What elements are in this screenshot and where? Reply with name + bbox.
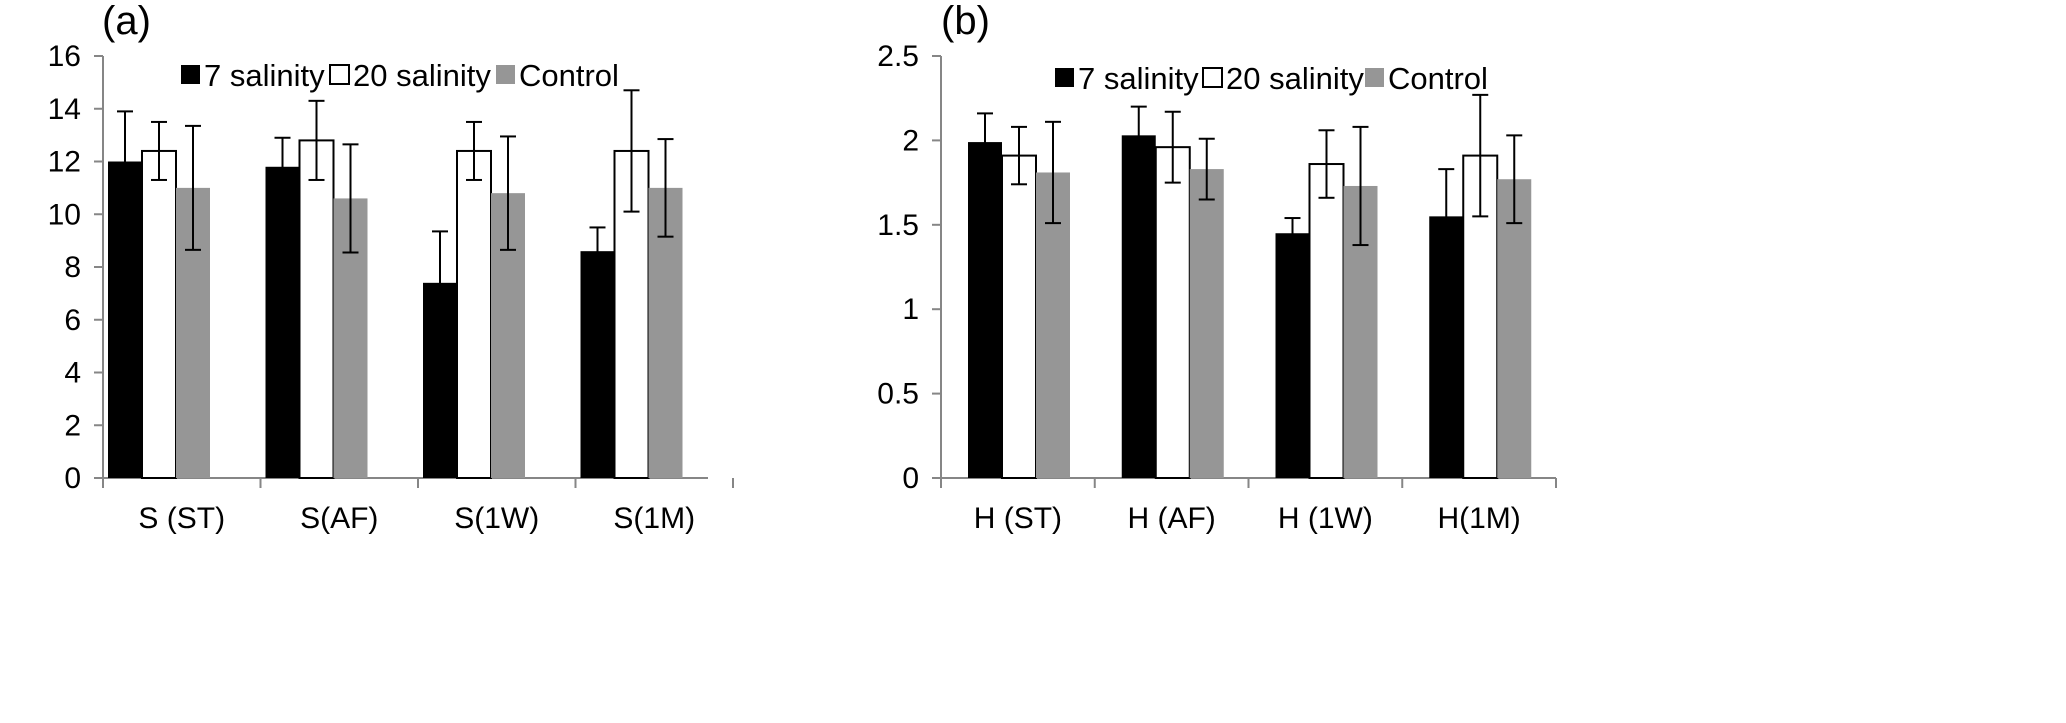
panel-b-category-label: H (AF): [1127, 502, 1215, 535]
panel-a-legend-swatch-s7: [181, 65, 200, 84]
panel-a-category-label: S(AF): [300, 502, 378, 535]
panel-b-category-label: H (ST): [974, 502, 1062, 535]
panel-a-legend-label-control: Control: [519, 58, 619, 93]
panel-a-y-tick-label: 10: [48, 198, 81, 231]
panel-b-category-label: H(1M): [1437, 502, 1520, 535]
panel-a-y-tick-label: 8: [64, 251, 81, 284]
panel-a-legend-swatch-control: [496, 65, 515, 84]
panel-b-y-tick-label: 1.5: [877, 209, 919, 242]
panel-b-bar-s7: [1275, 233, 1310, 478]
panel-a-bar-s7: [580, 251, 615, 478]
panel-a-legend-label-s20: 20 salinity: [353, 58, 491, 93]
panel-a-bar-s20: [141, 149, 177, 479]
panel-b-legend-label-s20: 20 salinity: [1226, 61, 1364, 96]
panel-a-y-tick-label: 12: [48, 146, 81, 179]
panel-b-y-tick-label: 0.5: [877, 378, 919, 411]
panel-b-y-tick-label: 2.5: [877, 40, 919, 73]
panel-b-y-tick-label: 1: [902, 293, 919, 326]
panel-b-bar-control: [1497, 179, 1532, 478]
panel-b-y-tick-label: 2: [902, 124, 919, 157]
panel-b-bar-s7: [1121, 135, 1156, 478]
panel-b-y-tick-label: 0: [902, 462, 919, 495]
panel-b-bar-control: [1189, 169, 1224, 478]
panel-a-label: (a): [102, 0, 151, 43]
panel-a-y-tick-label: 2: [64, 409, 81, 442]
panel-a-bar-s20: [456, 149, 492, 479]
panel-a-y-tick-label: 14: [48, 93, 81, 126]
panel-a-category-label: S(1M): [613, 502, 695, 535]
panel-b-bar-s20: [1001, 154, 1037, 479]
panel-a-category-label: S(1W): [454, 502, 539, 535]
panel-a-y-tick-label: 0: [64, 462, 81, 495]
panel-a-bar-s20: [298, 139, 335, 479]
panel-a-bar-s7: [265, 166, 300, 478]
panel-b-bar-s20: [1308, 163, 1345, 479]
panel-a-y-tick-label: 4: [64, 357, 81, 390]
panel-b-category-label: H (1W): [1278, 502, 1373, 535]
panel-a-bar-s7: [108, 161, 142, 478]
panel-b-legend-swatch-s20: [1202, 67, 1223, 88]
panel-a-legend-label-s7: 7 salinity: [204, 58, 325, 93]
panel-a-category-label: S (ST): [138, 502, 225, 535]
panel-b-legend-label-s7: 7 salinity: [1078, 61, 1199, 96]
panel-a-legend-swatch-s20: [329, 64, 350, 85]
panel-b-legend-swatch-s7: [1055, 68, 1074, 87]
panel-b-label: (b): [941, 0, 990, 43]
panel-b-bar-s7: [968, 142, 1002, 478]
panel-b-legend-swatch-control: [1365, 68, 1384, 87]
panel-b-bar-s20: [1154, 146, 1191, 479]
panel-a-y-tick-label: 6: [64, 304, 81, 337]
panel-b-legend-label-control: Control: [1388, 61, 1488, 96]
panel-a-y-tick-label: 16: [48, 40, 81, 73]
